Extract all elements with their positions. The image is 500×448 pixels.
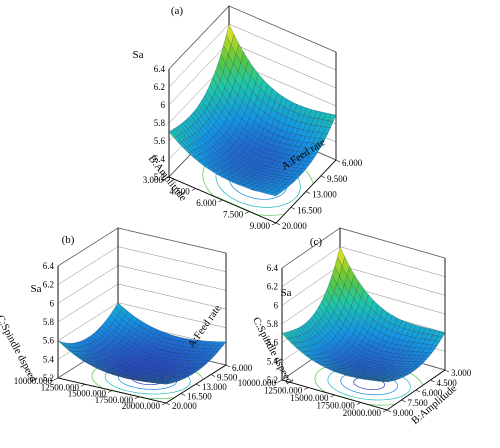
panel-b: 5.2 5.4 5.6 5.8 6 6.2 6.4 6.0009.50013.00016.50… [0,227,253,411]
x-tick-label: 3.000 [451,368,472,378]
y-tick [277,379,283,383]
x-tick [195,383,201,387]
x-tick [290,206,296,210]
y-tick [164,176,170,180]
z-tick-label: 5.4 [154,154,166,164]
z-tick-label: 6.2 [267,282,278,292]
y-tick-label: 17500.000 [95,395,134,405]
x-tick [305,191,311,194]
y-tick-label: 10000.000 [238,378,277,388]
x-tick-label: 7.500 [408,398,429,408]
panel-label: (b) [62,234,75,246]
y-tick-label: 3.000 [143,175,164,185]
x-tick [386,409,392,413]
z-tick-label: 5.6 [43,336,55,346]
x-tick-label: 16.500 [187,392,212,402]
y-tick [382,409,388,413]
response-surface [168,23,337,197]
y-tick [245,211,250,214]
z-tick-label: 5.8 [154,118,166,128]
y-tick [218,199,223,203]
y-tick [53,377,59,381]
x-tick-label: 9.500 [217,373,238,383]
z-tick-label: 5.6 [154,136,166,146]
z-tick-label: 6.2 [43,280,54,290]
y-tick-label: 15000.000 [290,393,329,403]
y-tick-label: 20000.000 [122,401,161,411]
z-tick-label: 6.2 [154,82,165,92]
y-tick-label: 7.500 [223,210,244,220]
x-tick [430,379,435,383]
y-tick-label: 4.500 [170,187,191,197]
surface-cell [382,380,390,383]
x-tick-label: 13.000 [312,190,337,200]
y-tick-label: 10000.000 [14,376,53,386]
surface-cell [161,383,169,385]
z-tick-label: 5.6 [267,338,279,348]
y-tick [134,396,140,400]
z-tick-label: 6.4 [267,263,279,273]
x-tick-label: 9.000 [393,408,414,418]
z-axis-label: Sa [281,287,292,299]
y-tick [330,394,335,398]
z-tick-label: 6 [50,298,55,308]
x-tick [275,222,281,226]
z-tick-label: 6.4 [43,261,55,271]
y-tick [271,222,277,226]
z-axis-label: Sa [31,283,42,295]
y-tick-label: 6.000 [196,198,217,208]
panel-a: 5.2 5.4 5.6 5.8 6 6.2 6.4 6.000 9.500 13.000 16.50… [133,5,363,231]
y-tick [304,387,309,390]
z-tick-label: 5.2 [43,373,54,383]
y-tick [80,383,86,387]
x-tick [320,175,326,179]
x-tick [180,393,186,396]
x-tick-label: 6.000 [342,158,363,168]
z-tick-label: 5.2 [154,172,165,182]
y-axis-label: C:Spindle dspeed [0,314,39,385]
x-tick [444,369,450,373]
y-tick [161,402,167,406]
y-tick [356,402,361,405]
response-surface [57,302,227,385]
z-tick-label: 6.4 [154,64,166,74]
y-tick-label: 9.000 [250,221,271,231]
surface-cell [270,192,279,197]
x-tick [165,402,171,406]
z-tick-label: 5.4 [267,356,279,366]
floor-contour [327,366,411,401]
y-tick [107,390,113,393]
x-tick-label: 13.000 [202,382,227,392]
response-surface [281,246,446,383]
y-tick [191,188,196,191]
y-tick-label: 20000.000 [343,408,382,418]
z-tick-label: 6 [274,300,279,310]
x-tick [210,374,216,377]
x-tick [225,364,231,368]
panel-label: (c) [310,236,323,248]
z-tick-label: 5.4 [43,354,55,364]
y-tick-label: 17500.000 [317,401,356,411]
x-tick-label: 20.000 [282,221,307,231]
z-tick-label: 5.2 [267,375,278,385]
x-tick [401,399,406,403]
z-tick-label: 5.8 [43,317,55,327]
x-tick-label: 4.500 [437,378,458,388]
x-tick-label: 6.000 [422,388,443,398]
z-tick-label: 5.8 [267,319,279,329]
x-tick-label: 20.000 [172,401,197,411]
x-tick [415,389,421,393]
y-tick-label: 12500.000 [41,382,80,392]
x-tick-label: 6.000 [232,363,253,373]
x-tick [335,159,341,163]
panel-c: 5.2 5.4 5.6 5.8 6 6.2 6.4 3.0004.5006.0007.5009… [238,227,472,427]
z-tick-label: 6 [161,100,166,110]
x-tick-label: 16.500 [297,205,322,215]
panel-label: (a) [171,5,184,17]
y-tick-label: 12500.000 [264,386,303,396]
z-axis-label: Sa [133,49,144,61]
x-tick-label: 9.500 [327,174,348,184]
y-tick-label: 15000.000 [68,389,107,399]
